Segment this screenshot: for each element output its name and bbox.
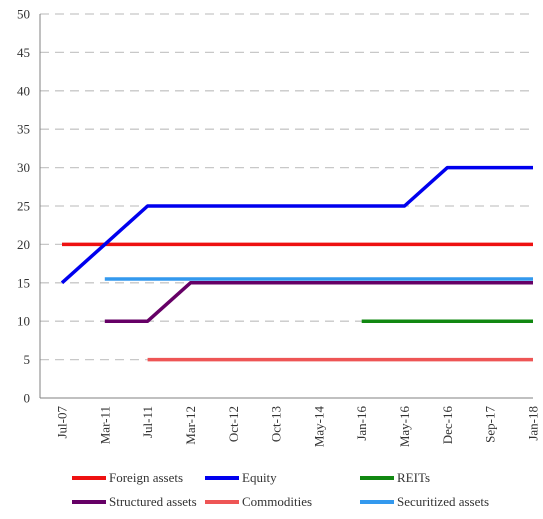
legend-label: Structured assets [109, 494, 197, 509]
y-tick-label: 10 [17, 314, 30, 329]
series-line-equity [60, 165, 533, 285]
x-tick-label: Oct-13 [269, 406, 284, 442]
y-tick-label: 0 [24, 391, 31, 406]
y-tick-label: 35 [17, 122, 30, 137]
legend-item-equity: Equity [205, 470, 277, 485]
x-tick-label: May-14 [311, 406, 326, 448]
series-line-structured-assets [104, 281, 533, 323]
legend-label: Equity [242, 470, 277, 485]
y-tick-label: 5 [24, 352, 31, 367]
series-lines [60, 165, 533, 362]
legend-label: Foreign assets [109, 470, 183, 485]
x-tick-label: Mar-11 [97, 406, 112, 444]
legend-item-structured-assets: Structured assets [72, 494, 197, 509]
y-tick-label: 20 [17, 237, 30, 252]
legend-item-reits: REITs [360, 470, 430, 485]
x-tick-label: Jul-11 [140, 406, 155, 438]
x-tick-label: Jul-07 [55, 406, 70, 439]
x-tick-label: Sep-17 [483, 406, 498, 443]
x-tick-label: Mar-12 [183, 406, 198, 445]
legend-item-securitized-assets: Securitized assets [360, 494, 489, 509]
x-tick-label: Jan-18 [526, 406, 541, 441]
x-tick-label: Oct-12 [226, 406, 241, 442]
x-tick-label: Jan-16 [354, 406, 369, 441]
y-tick-label: 25 [17, 199, 30, 214]
y-tick-label: 15 [17, 275, 30, 290]
y-tick-label: 40 [17, 83, 30, 98]
legend-item-foreign-assets: Foreign assets [72, 470, 183, 485]
legend-item-commodities: Commodities [205, 494, 312, 509]
legend-label: REITs [397, 470, 430, 485]
y-tick-label: 45 [17, 45, 30, 60]
legend-label: Commodities [242, 494, 312, 509]
x-tick-labels: Jul-07 Mar-11 Jul-11 Mar-12 Oct-12 Oct-13 May-… [55, 406, 541, 448]
y-tick-labels: 0 5 10 15 20 25 30 35 40 45 50 [17, 7, 30, 406]
gridlines [40, 13, 533, 361]
x-tick-label: Dec-16 [440, 406, 455, 445]
y-tick-label: 30 [17, 160, 30, 175]
y-tick-label: 50 [17, 7, 30, 22]
legend: Foreign assets Equity REITs Structured asse… [72, 470, 489, 509]
legend-label: Securitized assets [397, 494, 489, 509]
x-tick-label: May-16 [397, 406, 412, 448]
axes [39, 14, 533, 399]
